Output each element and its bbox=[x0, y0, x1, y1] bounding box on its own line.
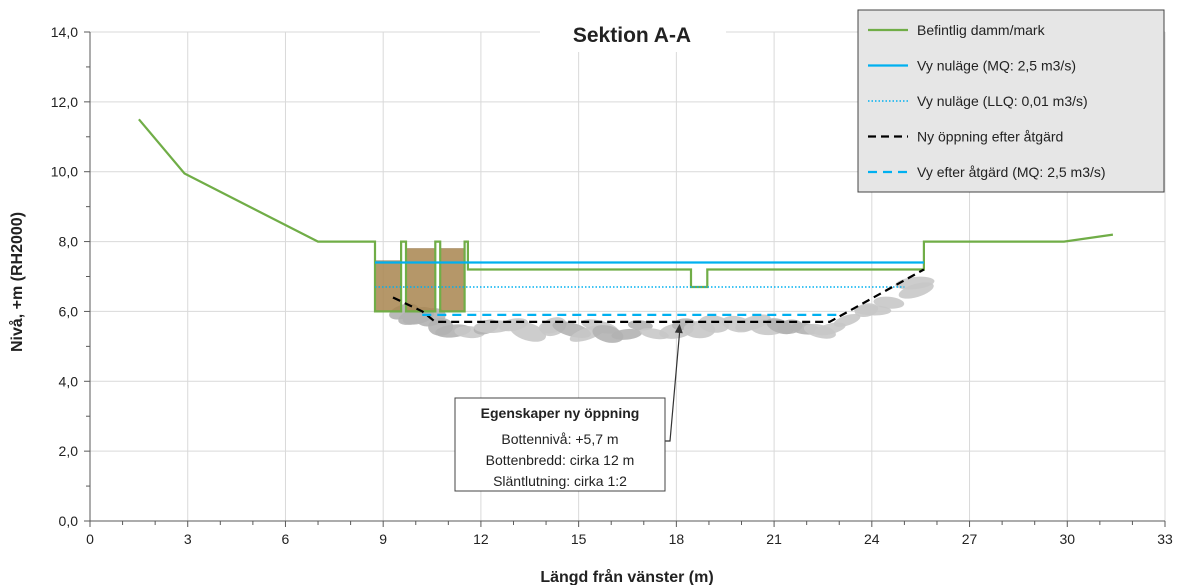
x-tick-label: 33 bbox=[1157, 531, 1173, 547]
y-tick-label: 0,0 bbox=[59, 513, 79, 529]
riprap-stone bbox=[833, 313, 861, 327]
legend-label-vy-efter-tg-rd-mq-2-5-m3-s: Vy efter åtgärd (MQ: 2,5 m3/s) bbox=[917, 164, 1106, 180]
legend-label-befintlig-damm-mark: Befintlig damm/mark bbox=[917, 22, 1046, 38]
x-tick-label: 21 bbox=[766, 531, 782, 547]
chart-title: Sektion A-A bbox=[573, 24, 691, 47]
legend-label-vy-nul-ge-llq-0-01-m3-s: Vy nuläge (LLQ: 0,01 m3/s) bbox=[917, 93, 1088, 109]
chart-title-group: Sektion A-A bbox=[540, 14, 726, 52]
legend-label-ny-ppning-efter-tg-rd: Ny öppning efter åtgärd bbox=[917, 129, 1063, 145]
annotation-arrowhead bbox=[674, 323, 683, 334]
riprap-stone bbox=[895, 276, 935, 290]
legend-box bbox=[857, 9, 1165, 193]
y-axis-title: Nivå, +m (RH2000) bbox=[8, 212, 26, 352]
riprap-stone bbox=[873, 296, 905, 309]
riprap-stone bbox=[854, 305, 892, 316]
dam-block bbox=[405, 248, 436, 312]
chart-title-bg bbox=[540, 14, 726, 52]
y-tick-label: 4,0 bbox=[59, 373, 79, 389]
series-line-befintlig-damm-mark bbox=[138, 118, 1114, 313]
annotation-leader-line bbox=[665, 331, 681, 442]
x-axis-title: Längd från vänster (m) bbox=[540, 568, 713, 585]
y-tick-label: 14,0 bbox=[51, 24, 78, 40]
legend: Befintlig damm/mark Vy nuläge (MQ: 2,5 m3… bbox=[857, 9, 1165, 193]
axes bbox=[84, 31, 1166, 527]
y-tick-label: 6,0 bbox=[59, 303, 79, 319]
x-tick-label: 15 bbox=[571, 531, 587, 547]
x-tick-label: 27 bbox=[962, 531, 978, 547]
y-tick-label: 8,0 bbox=[59, 234, 79, 250]
annotation-line-bottom-width: Bottenbredd: cirka 12 m bbox=[486, 452, 635, 468]
dam-blocks bbox=[374, 248, 465, 312]
x-tick-label: 3 bbox=[184, 531, 192, 547]
annotation-line-bottom-level: Bottennivå: +5,7 m bbox=[501, 431, 618, 447]
x-tick-label: 0 bbox=[86, 531, 94, 547]
riprap-stone bbox=[509, 321, 547, 342]
legend-label-vy-nul-ge-mq-2-5-m3-s: Vy nuläge (MQ: 2,5 m3/s) bbox=[917, 58, 1076, 74]
riprap-stone bbox=[698, 315, 730, 333]
y-tick-label: 10,0 bbox=[51, 164, 78, 180]
dam-block bbox=[374, 260, 402, 312]
tick-labels: 0 3 6 9 12 15 18 21 24 27 30 33 0,0 2,0 4,0 6,0 8,0 10,0 1… bbox=[51, 24, 1173, 547]
riprap-stones bbox=[389, 276, 935, 343]
dam-block bbox=[439, 248, 465, 312]
x-tick-label: 12 bbox=[473, 531, 489, 547]
annotation-line-slope: Släntlutning: cirka 1:2 bbox=[493, 473, 627, 489]
y-tick-label: 12,0 bbox=[51, 94, 78, 110]
x-tick-label: 6 bbox=[282, 531, 290, 547]
x-tick-label: 9 bbox=[379, 531, 387, 547]
x-tick-label: 30 bbox=[1059, 531, 1075, 547]
data-series bbox=[138, 118, 1114, 323]
riprap-stone bbox=[611, 328, 643, 340]
y-tick-label: 2,0 bbox=[59, 443, 79, 459]
annotation-callout: Egenskaper ny öppning Bottennivå: +5,7 m… bbox=[454, 323, 683, 492]
annotation-title: Egenskaper ny öppning bbox=[481, 405, 640, 421]
x-tick-label: 18 bbox=[669, 531, 685, 547]
annotation-box bbox=[454, 397, 666, 492]
x-tick-label: 24 bbox=[864, 531, 880, 547]
